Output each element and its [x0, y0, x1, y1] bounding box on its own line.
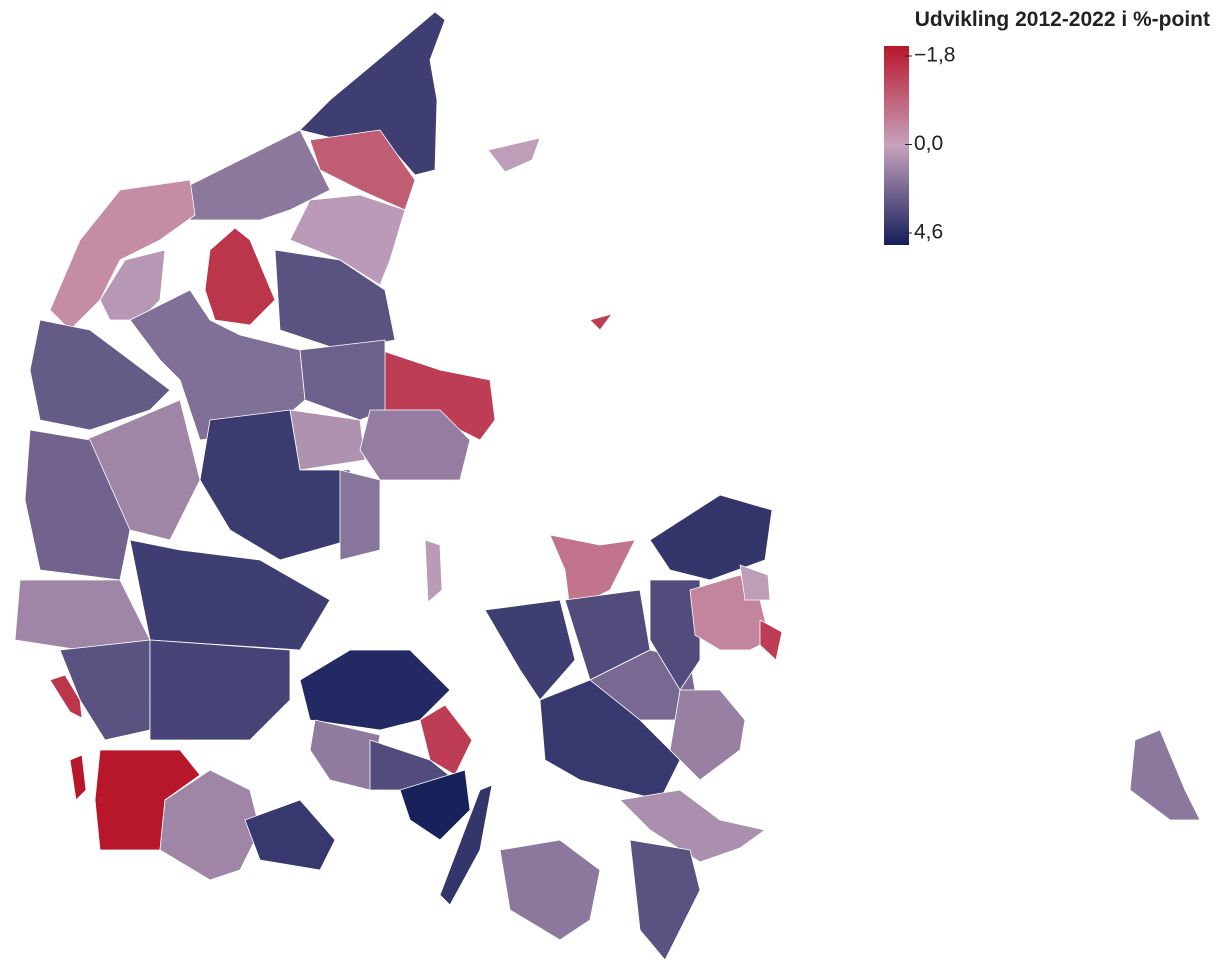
municipality	[149, 639, 291, 741]
municipality	[14, 579, 151, 651]
municipality	[309, 719, 381, 791]
colorbar-tick-label: −1,8	[914, 44, 955, 67]
municipality	[539, 679, 681, 801]
municipality	[274, 249, 396, 351]
municipality	[619, 789, 766, 863]
municipality	[299, 339, 386, 421]
municipality	[359, 409, 471, 481]
municipality	[99, 249, 166, 321]
colorbar	[884, 46, 909, 245]
municipality	[649, 579, 701, 691]
municipality	[204, 227, 276, 326]
municipality	[549, 534, 636, 611]
municipality	[629, 839, 701, 961]
municipality	[29, 319, 171, 431]
municipality	[1129, 729, 1201, 821]
colorbar-tick-label: 4,6	[914, 221, 943, 244]
municipality	[439, 784, 493, 906]
municipality	[424, 539, 443, 603]
municipality	[484, 599, 576, 701]
municipality	[289, 194, 406, 286]
municipality	[649, 494, 773, 581]
municipality	[339, 469, 381, 561]
municipality	[129, 539, 331, 651]
municipality	[589, 313, 613, 331]
municipality	[759, 619, 783, 661]
municipality	[289, 409, 366, 471]
municipality	[69, 754, 87, 801]
municipality	[499, 839, 601, 941]
municipality	[669, 689, 746, 781]
municipality	[739, 564, 771, 601]
municipalities	[14, 11, 1201, 961]
municipality	[49, 674, 83, 719]
municipality	[159, 769, 261, 881]
municipality	[419, 704, 473, 776]
municipality	[399, 769, 471, 841]
legend-title: Udvikling 2012-2022 i %-point	[915, 8, 1210, 31]
municipality	[59, 639, 151, 741]
municipality	[244, 799, 336, 871]
municipality	[487, 137, 541, 173]
municipality	[49, 179, 196, 331]
colorbar-tick-label: 0,0	[914, 132, 943, 155]
